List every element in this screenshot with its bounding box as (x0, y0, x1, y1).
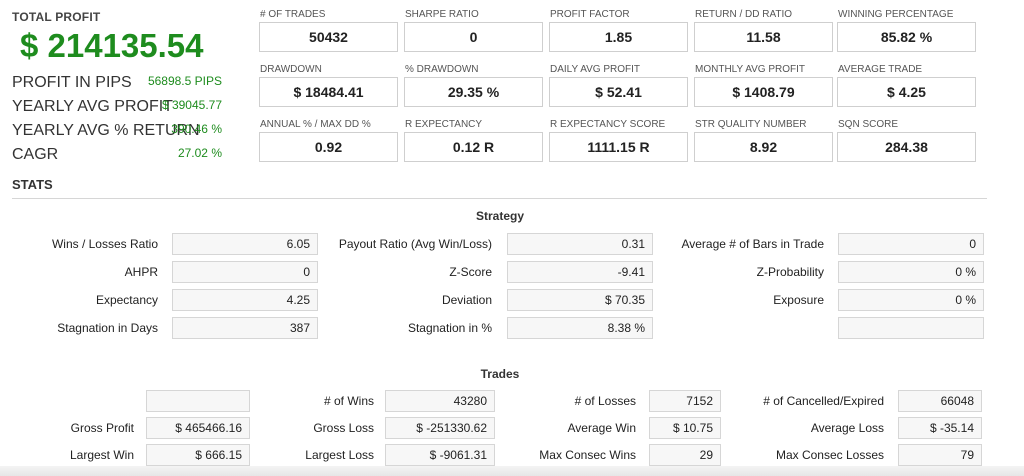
stat-label: Wins / Losses Ratio (51, 237, 158, 251)
metric-value-box: 11.58 (694, 22, 833, 52)
stat-label: Largest Loss (305, 448, 374, 462)
metric-value-box: $ 4.25 (837, 77, 976, 107)
metric-label: DRAWDOWN (260, 64, 322, 75)
summary-value: 27.02 % (177, 146, 222, 160)
summary-value: 390.46 % (171, 122, 222, 136)
metric-label: AVERAGE TRADE (838, 64, 923, 75)
stat-value-field: 43280 (385, 390, 495, 412)
metric-value-box: 50432 (259, 22, 398, 52)
stat-value-field: 4.25 (172, 289, 318, 311)
stat-label: Expectancy (95, 293, 158, 307)
stat-label: # of Cancelled/Expired (763, 394, 884, 408)
metric-label: R EXPECTANCY (405, 119, 483, 130)
stat-value-field: $ -35.14 (898, 417, 982, 439)
total-profit-value: $ 214135.54 (20, 27, 204, 64)
stat-value-field: 7152 (649, 390, 721, 412)
stat-label: Gross Loss (313, 421, 374, 435)
metric-value-box: 284.38 (837, 132, 976, 162)
metric-label: R EXPECTANCY SCORE (550, 119, 666, 130)
stat-value-field: 29 (649, 444, 721, 466)
stat-label: Max Consec Losses (775, 448, 884, 462)
divider (12, 198, 987, 199)
stat-value-field: 79 (898, 444, 982, 466)
stat-value-field: 8.38 % (507, 317, 653, 339)
metric-label: # OF TRADES (260, 9, 326, 20)
metric-label: ANNUAL % / MAX DD % (260, 119, 371, 130)
stat-label: # of Wins (323, 394, 374, 408)
strategy-heading: Strategy (475, 209, 525, 223)
stat-value-field (146, 390, 250, 412)
stat-label: Payout Ratio (Avg Win/Loss) (338, 237, 492, 251)
stat-value-field: $ 10.75 (649, 417, 721, 439)
summary-row: PROFIT IN PIPS 56898.5 PIPS (12, 74, 222, 91)
metric-label: WINNING PERCENTAGE (838, 9, 954, 20)
metric-label: SQN SCORE (838, 119, 899, 130)
stat-label: AHPR (124, 265, 158, 279)
metric-value-box: 0 (404, 22, 543, 52)
summary-value: 56898.5 PIPS (147, 74, 222, 88)
stat-value-field: 0 (838, 233, 984, 255)
metric-label: SHARPE RATIO (405, 9, 479, 20)
stat-value-field: -9.41 (507, 261, 653, 283)
metric-value-box: 29.35 % (404, 77, 543, 107)
metric-label: RETURN / DD RATIO (695, 9, 793, 20)
stat-label: Stagnation in Days (57, 321, 158, 335)
stat-label: Largest Win (69, 448, 134, 462)
stat-label: Gross Profit (70, 421, 134, 435)
stat-value-field: 0 % (838, 261, 984, 283)
stat-value-field: $ -251330.62 (385, 417, 495, 439)
metric-value-box: 0.92 (259, 132, 398, 162)
summary-label: YEARLY AVG % RETURN (12, 122, 200, 139)
bottom-edge (0, 466, 1024, 476)
stat-value-field: 66048 (898, 390, 982, 412)
metric-label: MONTHLY AVG PROFIT (695, 64, 806, 75)
stat-label: Max Consec Wins (539, 448, 636, 462)
stat-label: Average Loss (810, 421, 884, 435)
stat-value-field: $ 666.15 (146, 444, 250, 466)
stats-heading: STATS (12, 177, 53, 192)
metric-value-box: 8.92 (694, 132, 833, 162)
stat-value-field: 0.31 (507, 233, 653, 255)
stat-value-field: 6.05 (172, 233, 318, 255)
metric-value-box: $ 52.41 (549, 77, 688, 107)
stat-label: Exposure (773, 293, 824, 307)
stat-value-field (838, 317, 984, 339)
total-profit-label: TOTAL PROFIT (12, 10, 101, 24)
stat-value-field: 0 (172, 261, 318, 283)
trades-heading: Trades (480, 367, 520, 381)
metric-value-box: 1111.15 R (549, 132, 688, 162)
stat-label: Z-Probability (756, 265, 824, 279)
stat-label: Average # of Bars in Trade (681, 237, 824, 251)
summary-label: YEARLY AVG PROFIT (12, 98, 173, 115)
stat-label: Average Win (567, 421, 636, 435)
stat-label: Stagnation in % (407, 321, 492, 335)
stat-value-field: 387 (172, 317, 318, 339)
summary-row: YEARLY AVG PROFIT $ 39045.77 (12, 98, 222, 115)
stat-value-field: 0 % (838, 289, 984, 311)
summary-label: PROFIT IN PIPS (12, 74, 132, 91)
metric-label: STR QUALITY NUMBER (695, 119, 807, 130)
stat-label: Deviation (441, 293, 492, 307)
metric-label: PROFIT FACTOR (550, 9, 630, 20)
stat-value-field: $ 465466.16 (146, 417, 250, 439)
summary-row: YEARLY AVG % RETURN 390.46 % (12, 122, 222, 139)
metric-label: % DRAWDOWN (405, 64, 479, 75)
summary-value: $ 39045.77 (161, 98, 222, 112)
stat-label: Z-Score (449, 265, 492, 279)
metric-value-box: 1.85 (549, 22, 688, 52)
metric-value-box: $ 18484.41 (259, 77, 398, 107)
stat-value-field: $ -9061.31 (385, 444, 495, 466)
metric-value-box: 0.12 R (404, 132, 543, 162)
summary-label: CAGR (12, 146, 59, 163)
metric-value-box: 85.82 % (837, 22, 976, 52)
stat-label: # of Losses (574, 394, 636, 408)
summary-row: CAGR 27.02 % (12, 146, 222, 163)
metric-value-box: $ 1408.79 (694, 77, 833, 107)
stat-value-field: $ 70.35 (507, 289, 653, 311)
metric-label: DAILY AVG PROFIT (550, 64, 641, 75)
